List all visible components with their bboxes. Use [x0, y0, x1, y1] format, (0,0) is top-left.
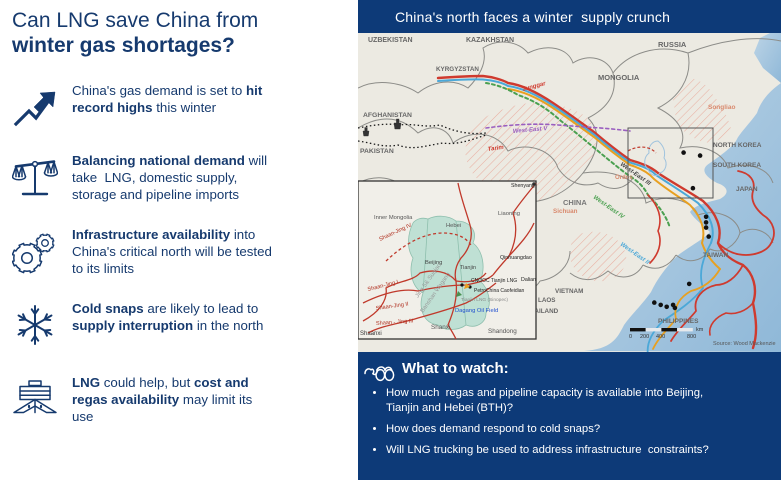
svg-text:LAOS: LAOS: [538, 297, 556, 304]
svg-text:KYRGYZSTAN: KYRGYZSTAN: [436, 66, 479, 73]
svg-text:200: 200: [640, 334, 649, 340]
svg-text:400: 400: [656, 334, 665, 340]
svg-text:PAKISTAN: PAKISTAN: [360, 148, 394, 155]
svg-text:Source: Wood Mackenzie: Source: Wood Mackenzie: [713, 341, 776, 347]
svg-text:SOUTH KOREA: SOUTH KOREA: [713, 162, 761, 169]
svg-text:AFGHANISTAN: AFGHANISTAN: [363, 112, 412, 119]
svg-text:MONGOLIA: MONGOLIA: [598, 73, 640, 82]
svg-text:Hebei: Hebei: [446, 223, 461, 229]
svg-text:KAZAKHSTAN: KAZAKHSTAN: [466, 37, 514, 44]
svg-text:Inner Mongolia: Inner Mongolia: [374, 215, 413, 221]
svg-text:VIETNAM: VIETNAM: [555, 288, 583, 295]
svg-text:km: km: [696, 327, 704, 333]
svg-text:0: 0: [629, 334, 632, 340]
svg-text:Dagang Oil Field: Dagang Oil Field: [455, 308, 498, 314]
svg-text:Qinhuangdao: Qinhuangdao: [500, 255, 532, 261]
svg-text:Liaoning: Liaoning: [498, 211, 520, 217]
svg-text:Songliao: Songliao: [708, 104, 735, 111]
svg-text:Dalian: Dalian: [521, 277, 536, 283]
svg-text:Shenyang: Shenyang: [511, 183, 535, 189]
svg-text:800: 800: [687, 334, 696, 340]
svg-text:JAPAN: JAPAN: [736, 186, 758, 193]
svg-text:Tianjin: Tianjin: [460, 265, 476, 271]
svg-text:Shanxi: Shanxi: [431, 324, 450, 331]
svg-text:RUSSIA: RUSSIA: [658, 40, 687, 49]
svg-text:NORTH KOREA: NORTH KOREA: [713, 142, 762, 149]
svg-text:PHILIPPINES: PHILIPPINES: [658, 318, 699, 325]
svg-text:UZBEKISTAN: UZBEKISTAN: [368, 37, 413, 44]
svg-text:Shaanxi: Shaanxi: [360, 331, 382, 337]
svg-text:CHINA: CHINA: [563, 198, 587, 207]
svg-text:CNOOC Tianjin LNG: CNOOC Tianjin LNG: [471, 278, 517, 284]
svg-text:Shandong: Shandong: [488, 328, 517, 335]
svg-text:Sichuan: Sichuan: [553, 208, 578, 215]
svg-text:TAIWAN: TAIWAN: [703, 252, 728, 259]
svg-text:PetroChina Caofeidian: PetroChina Caofeidian: [474, 288, 525, 294]
svg-text:Ordos: Ordos: [615, 175, 633, 181]
svg-text:Tianjin LNG (Sinopec): Tianjin LNG (Sinopec): [461, 297, 508, 303]
